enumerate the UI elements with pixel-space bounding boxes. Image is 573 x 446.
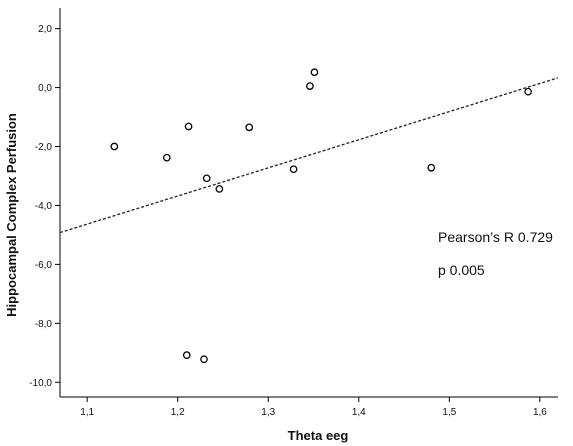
x-tick-label: 1,2 (171, 407, 185, 418)
data-point (310, 68, 319, 77)
regression-fit-line (59, 77, 559, 234)
pearson-r-annotation: Pearson’s R 0.729 (438, 229, 553, 245)
x-tick-label: 1,3 (261, 407, 275, 418)
x-tick-label: 1,6 (533, 407, 547, 418)
data-point (306, 82, 314, 90)
p-value-annotation: p 0.005 (438, 262, 485, 278)
data-point (215, 185, 224, 193)
x-tick-label: 1,5 (442, 407, 456, 418)
data-point (524, 87, 532, 96)
y-tick-label: -10,0 (29, 378, 52, 389)
data-point (289, 165, 298, 174)
data-points (110, 68, 532, 364)
x-tick-label: 1,1 (80, 407, 94, 418)
y-tick-label: -6,0 (35, 260, 53, 271)
y-tick-label: -8,0 (35, 319, 53, 330)
data-point (427, 163, 436, 172)
y-tick-label: 0,0 (38, 83, 52, 94)
plot-frame (59, 8, 558, 398)
y-tick-label: -4,0 (35, 201, 53, 212)
y-axis-title: Hippocampal Complex Perfusion (4, 113, 19, 317)
y-tick-label: -2,0 (35, 142, 53, 153)
data-point (162, 153, 171, 162)
x-axis-ticks: 1,1 1,2 1,3 1,4 1,5 1,6 (80, 397, 547, 418)
data-point (182, 351, 191, 360)
y-axis-ticks: 2,0 0,0 -2,0 -4,0 -6,0 -8,0 -10,0 (29, 24, 60, 389)
data-point (202, 174, 211, 183)
y-tick-label: 2,0 (38, 24, 52, 35)
x-axis-title: Theta eeg (288, 428, 349, 443)
data-point (245, 123, 254, 132)
data-point (110, 142, 119, 151)
x-tick-label: 1,4 (352, 407, 366, 418)
data-point (200, 355, 208, 364)
data-point (184, 122, 193, 131)
